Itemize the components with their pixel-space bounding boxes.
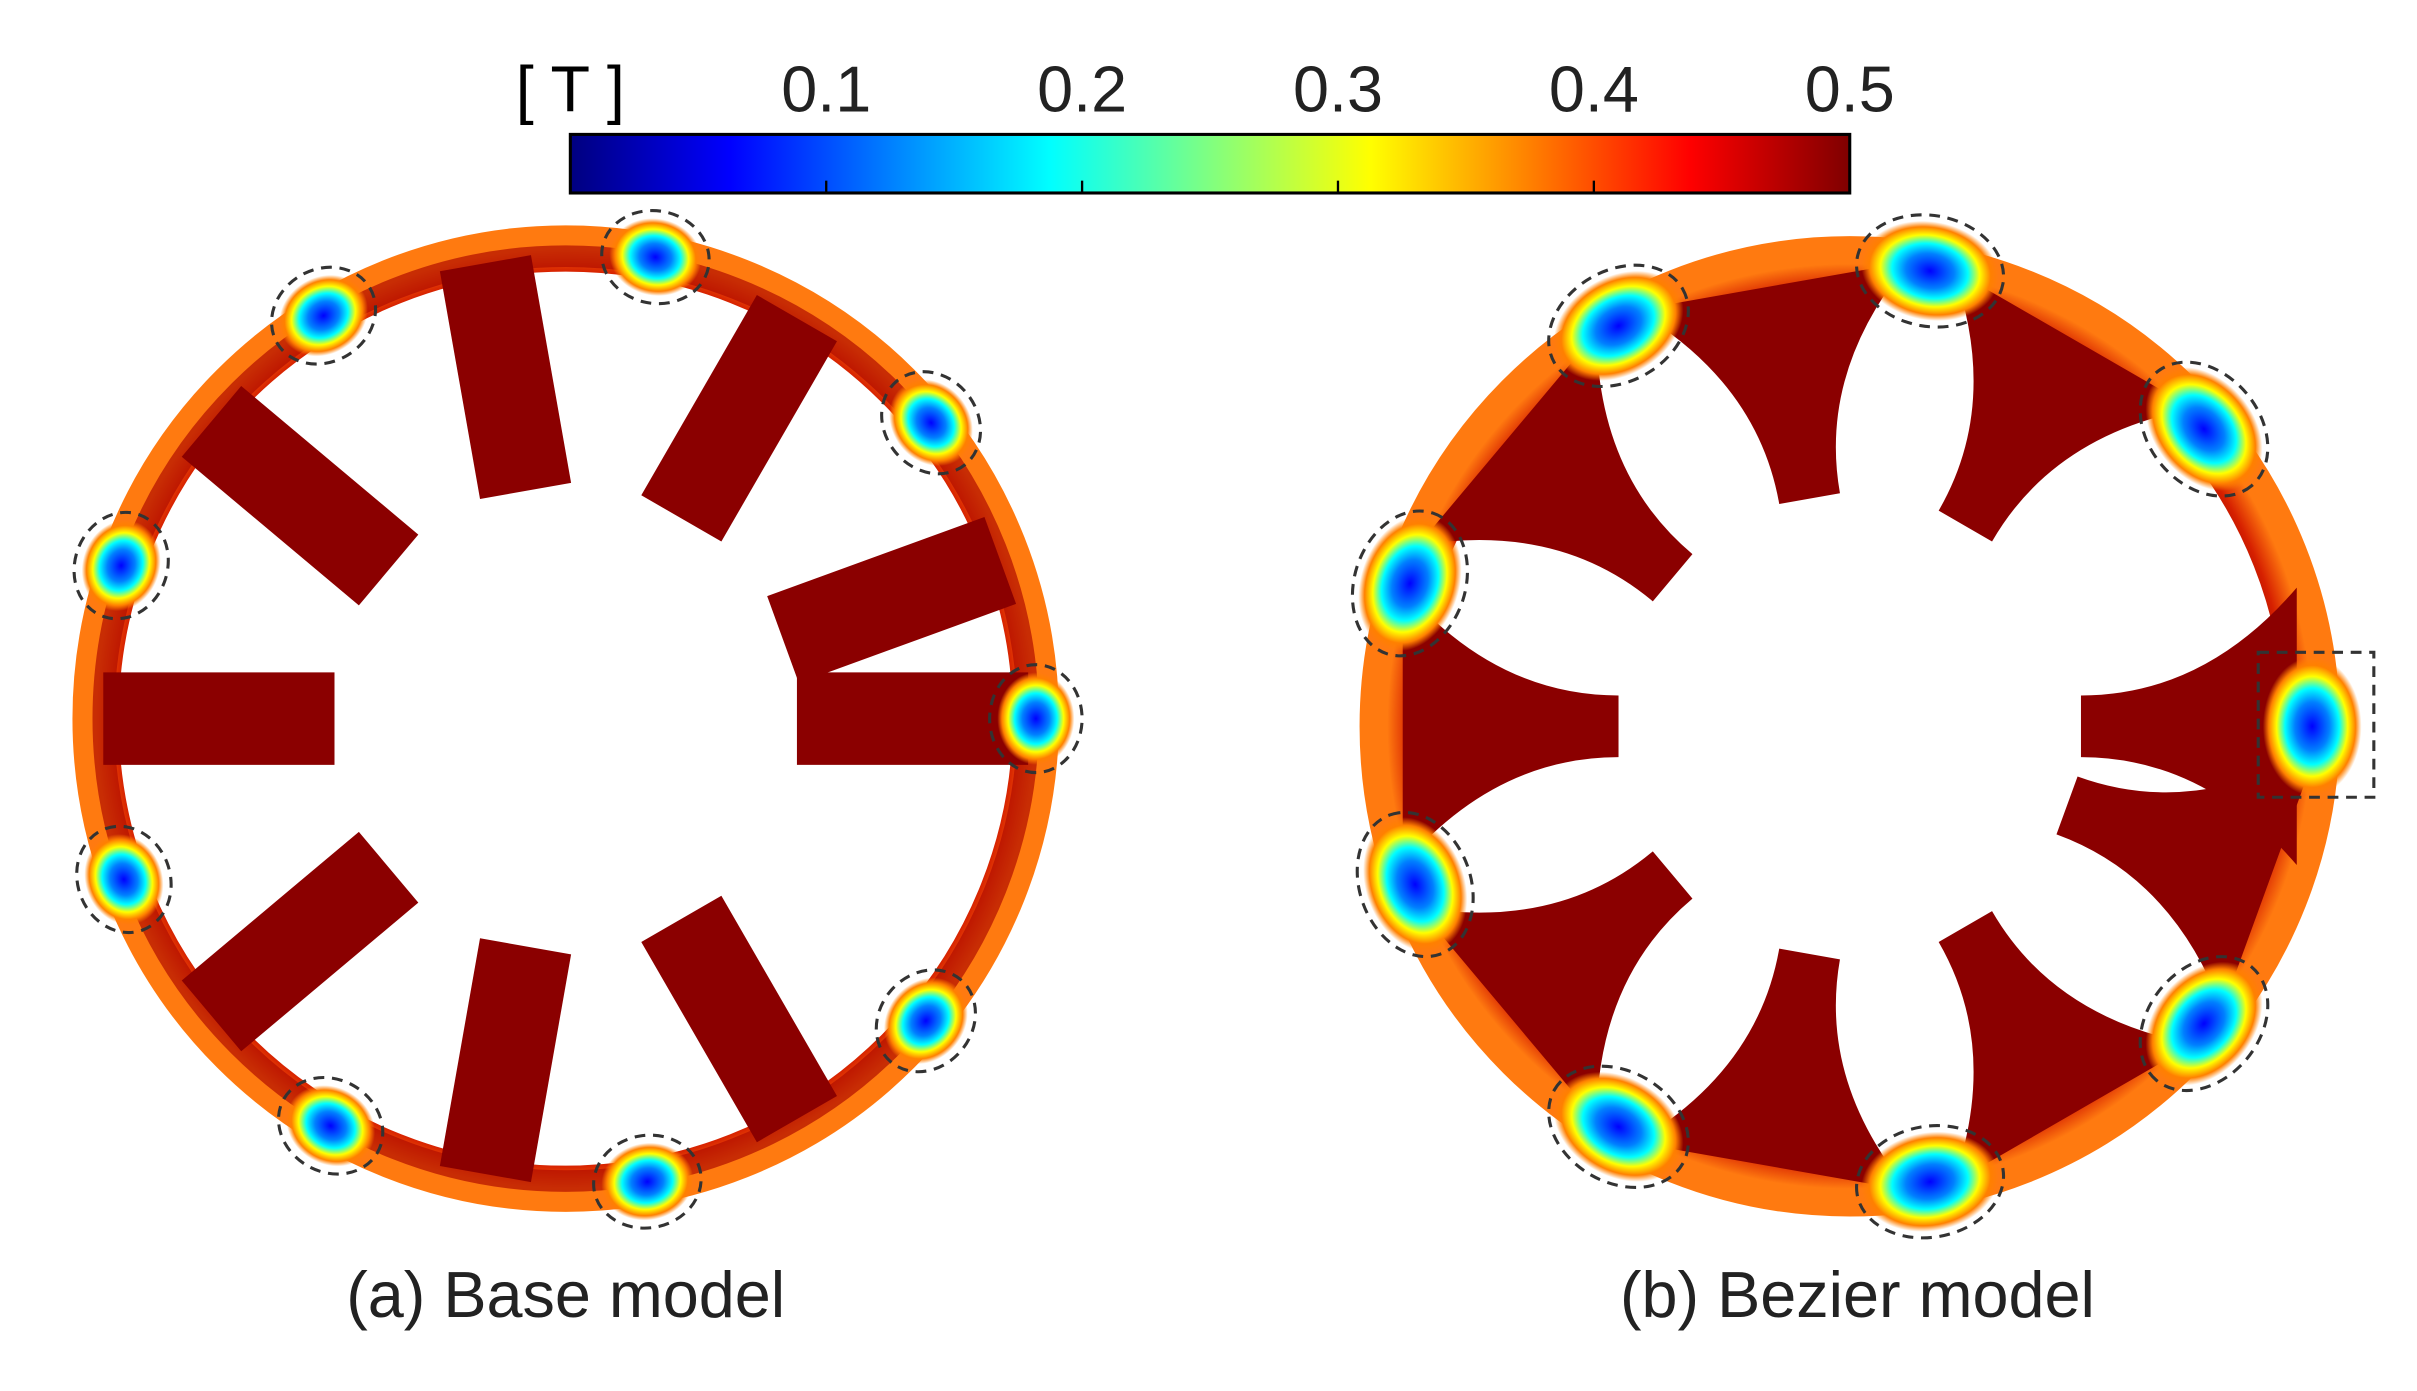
spoke xyxy=(1938,269,2194,542)
spoke xyxy=(181,385,419,606)
marker-circle xyxy=(1355,810,1475,959)
marker-circle xyxy=(1547,1064,1690,1189)
hotspot xyxy=(279,274,368,357)
spoke xyxy=(1418,332,1693,602)
tick-label: 0.5 xyxy=(1805,52,1895,125)
spoke xyxy=(1402,587,1619,866)
hotspot xyxy=(1358,515,1462,652)
colorbar: [ T ] 0.1 0.2 0.3 0.4 0.5 xyxy=(516,52,1895,195)
marker-circle xyxy=(1547,263,1690,389)
hotspot xyxy=(2145,961,2263,1086)
marker-circle xyxy=(2138,360,2270,498)
spoke xyxy=(439,255,572,499)
marker-circle xyxy=(1855,213,2006,329)
marker-circle xyxy=(75,824,173,935)
hotspot xyxy=(1861,220,1999,321)
hotspot xyxy=(997,672,1075,765)
hotspot xyxy=(601,1142,694,1221)
marker-circle xyxy=(988,663,1084,775)
marker-circle xyxy=(72,510,170,621)
spoke xyxy=(1418,851,1693,1120)
colorbar-unit: [ T ] xyxy=(516,52,625,125)
spoke xyxy=(1938,911,2194,1183)
marker-circle xyxy=(600,209,711,306)
marker-box xyxy=(2256,650,2376,799)
tick-label: 0.3 xyxy=(1293,52,1383,125)
hotspot xyxy=(2262,656,2362,796)
spoke xyxy=(641,895,837,1143)
tick-label: 0.1 xyxy=(781,52,871,125)
hotspot xyxy=(286,1085,376,1167)
marker-circle xyxy=(880,370,983,476)
hotspot xyxy=(1861,1131,1999,1232)
spoke xyxy=(1635,948,1909,1191)
rotors xyxy=(72,209,2376,1240)
spoke xyxy=(103,672,335,765)
spoke xyxy=(796,672,1029,765)
hotspot xyxy=(2145,367,2263,491)
tick-label: 0.2 xyxy=(1037,52,1127,125)
colorbar-bar xyxy=(568,132,1852,195)
spoke xyxy=(1635,262,1909,504)
hotspot xyxy=(1553,1071,1684,1182)
marker-circle xyxy=(874,968,977,1074)
marker-circle xyxy=(270,265,378,366)
spoke xyxy=(439,938,572,1183)
hotspot xyxy=(609,218,702,296)
caption: (b) Bezier model xyxy=(1620,1258,2095,1331)
hotspot xyxy=(889,379,973,467)
spoke xyxy=(641,295,837,542)
hotspot xyxy=(883,977,968,1065)
hotspot xyxy=(1553,270,1684,381)
spoke xyxy=(767,517,1017,683)
marker-circle xyxy=(1350,509,1469,658)
marker-circle xyxy=(1855,1124,2006,1240)
hotspot xyxy=(81,520,161,612)
spoke xyxy=(2056,748,2318,1010)
marker-circle xyxy=(2138,955,2270,1093)
spoke xyxy=(181,831,419,1052)
caption: (a) Base model xyxy=(346,1258,785,1331)
tick-label: 0.4 xyxy=(1549,52,1639,125)
marker-circle xyxy=(592,1133,703,1230)
marker-circle xyxy=(276,1075,385,1176)
hotspot xyxy=(1363,817,1468,952)
hotspot xyxy=(84,834,164,925)
